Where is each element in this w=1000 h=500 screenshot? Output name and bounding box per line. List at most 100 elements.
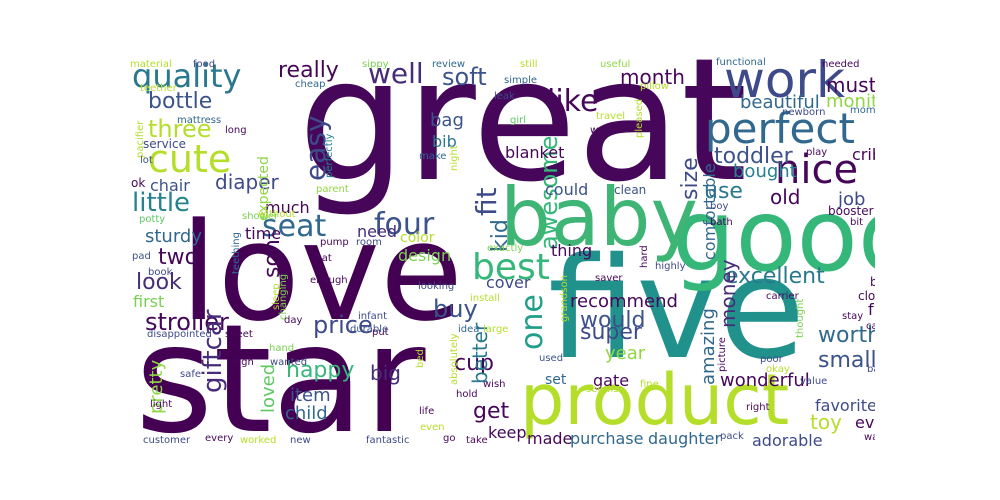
word-fine: fine (640, 379, 659, 390)
word-night: night (449, 145, 460, 171)
word-far: far (697, 63, 711, 74)
word-keep: keep (488, 423, 527, 442)
word-stay: stay (842, 311, 864, 322)
word-go: go (443, 433, 456, 444)
word-great: great (298, 50, 748, 220)
word-wish: wish (483, 379, 506, 390)
word-still: still (520, 59, 538, 70)
word-baby: baby (500, 171, 698, 264)
word-product: product (520, 359, 790, 441)
word-looking: looking (418, 281, 455, 292)
word-shower: shower (242, 211, 279, 222)
word-travel: travel (596, 111, 626, 122)
word-perfectly: perfectly (324, 133, 335, 178)
word-mat: mat (312, 253, 332, 264)
word-waste: waste (590, 125, 620, 136)
word-work: work (724, 51, 845, 109)
word-right: right (746, 402, 770, 413)
word-food: food (193, 59, 216, 70)
word-useful: useful (600, 59, 631, 70)
word-love: love (180, 194, 464, 351)
word-boy: boy (710, 201, 729, 212)
word-worth: worth (818, 323, 875, 348)
word-make: make (419, 151, 447, 162)
word-light: light (150, 399, 173, 410)
word-hand: hand (269, 343, 295, 354)
word-put: put (372, 327, 389, 338)
word-customer: customer (143, 435, 191, 446)
word-wonderful: wonderful (720, 370, 810, 391)
word-idea: idea (458, 324, 480, 335)
word-girl: girl (510, 115, 527, 126)
word-well: well (368, 57, 424, 90)
word-could: could (545, 180, 589, 199)
word-blanket: blanket (505, 143, 565, 162)
word-job: job (838, 189, 866, 210)
word-bag: bag (430, 110, 464, 131)
word-day: day (284, 315, 303, 326)
word-mattress: mattress (177, 115, 222, 126)
word-needed: needed (822, 59, 860, 70)
word-seat: seat (262, 209, 327, 244)
word-take: take (466, 435, 488, 446)
word-thought: thought (795, 298, 806, 338)
word-stroller: stroller (145, 308, 229, 336)
word-long: long (225, 125, 247, 136)
word-cup: cup (454, 351, 495, 376)
word-money: money (716, 259, 740, 328)
word-sheet: sheet (225, 329, 253, 340)
word-loved: loved (258, 363, 279, 413)
word-amazing: amazing (698, 308, 719, 385)
word-quality: quality (132, 57, 242, 95)
word-bad: bad (870, 275, 875, 289)
word-simple: simple (504, 75, 538, 86)
word-soft: soft (442, 63, 487, 91)
word-poor: poor (760, 354, 783, 365)
word-durable: durable (350, 324, 389, 335)
word-cloth: cloth (858, 289, 875, 303)
word-purchase: purchase (570, 429, 644, 448)
word-parent: parent (316, 184, 349, 195)
word-disappointed: disappointed (147, 329, 212, 340)
word-star: star (135, 293, 426, 450)
word-excellent: excellent (725, 264, 825, 289)
word-safe: safe (180, 369, 202, 380)
word-enough: enough (310, 275, 348, 286)
word-get: get (473, 399, 510, 424)
word-picture: picture (717, 337, 728, 372)
word-every: every (205, 433, 234, 444)
word-must: must (826, 73, 875, 97)
word-recommend: recommend (570, 291, 678, 312)
word-child: child (285, 403, 328, 424)
word-time: time (245, 224, 282, 243)
word-lot: lot (140, 155, 153, 166)
word-diaper: diaper (215, 170, 279, 194)
word-wanted: wanted (270, 357, 308, 368)
word-like: like (547, 84, 599, 119)
word-daughter: daughter (648, 429, 722, 448)
word-thing: thing (551, 241, 593, 260)
word-five: five (548, 228, 806, 391)
word-high: high (232, 357, 254, 368)
word-book: book (148, 267, 173, 278)
word-without: without (258, 209, 296, 220)
word-bath: bath (710, 217, 733, 228)
word-good: good (672, 177, 875, 294)
word-cloud-canvas: greatstarlovefivegoodbabyproductworkperf… (125, 50, 875, 450)
word-grandson: grandson (559, 275, 570, 322)
word-year: year (605, 343, 646, 364)
word-toddler: toddler (714, 144, 793, 169)
word-room: room (356, 237, 382, 248)
word-bought: bought (733, 161, 797, 182)
word-way: way (864, 432, 875, 443)
word-color: color (400, 230, 435, 246)
word-okay: okay (766, 364, 790, 375)
word-pump: pump (320, 237, 349, 248)
word-changing: changing (278, 273, 289, 320)
word-really: really (278, 58, 339, 83)
word-perfect: perfect (705, 104, 855, 153)
word-infant: infant (358, 311, 388, 322)
word-back: back (867, 364, 875, 375)
